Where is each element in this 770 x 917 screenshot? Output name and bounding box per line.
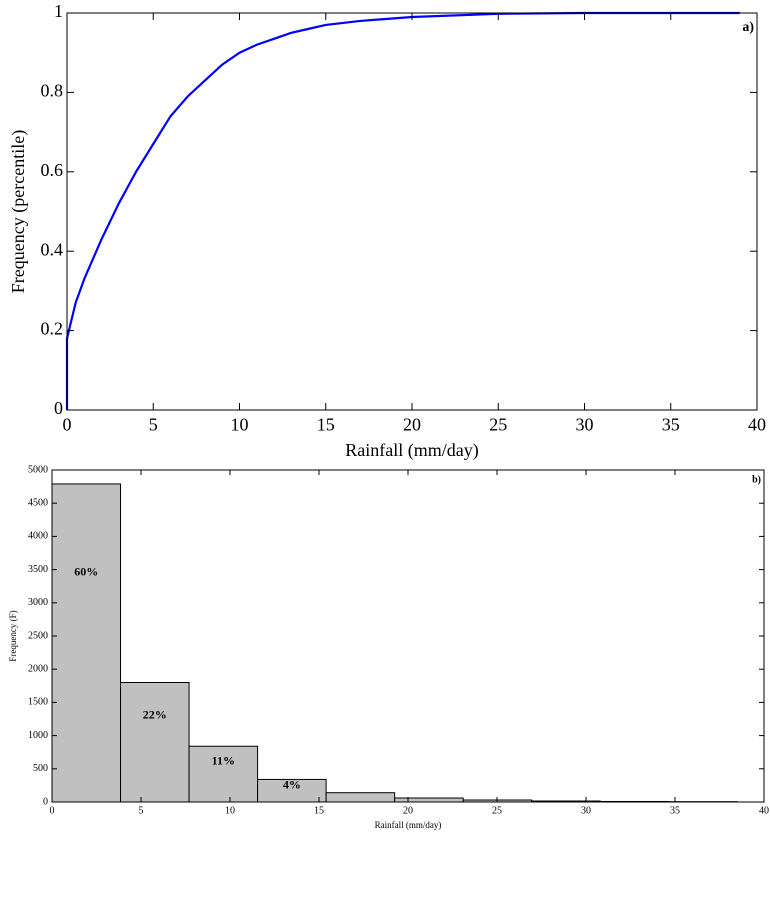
- panel-label: b): [752, 474, 761, 485]
- y-tick-label: 0.4: [41, 239, 64, 259]
- bar: [51, 483, 122, 803]
- panel-label: a): [742, 20, 754, 35]
- y-tick-label: 4500: [28, 497, 48, 508]
- y-axis-label: Frequency (F): [8, 610, 18, 661]
- x-tick-label: 0: [63, 414, 72, 434]
- bar: [120, 681, 190, 803]
- bar: [325, 792, 396, 803]
- bar: [394, 797, 464, 803]
- x-tick-label: 25: [492, 805, 502, 816]
- y-axis-label: Frequency (percentile): [8, 130, 29, 293]
- y-tick-label: 4000: [28, 531, 48, 542]
- x-tick-label: 30: [581, 805, 591, 816]
- x-tick-label: 15: [314, 805, 324, 816]
- x-tick-label: 15: [317, 414, 335, 434]
- y-tick-label: 500: [33, 763, 48, 774]
- x-tick-label: 5: [139, 805, 144, 816]
- x-tick-label: 35: [670, 805, 680, 816]
- y-tick-label: 2500: [28, 630, 48, 641]
- y-tick-label: 1000: [28, 730, 48, 741]
- bar-label: 11%: [212, 754, 235, 768]
- x-tick-label: 0: [50, 805, 55, 816]
- y-tick-label: 0: [43, 796, 48, 807]
- bar: [188, 745, 259, 803]
- x-tick-label: 5: [149, 414, 158, 434]
- x-axis-label: Rainfall (mm/day): [345, 440, 478, 461]
- bar-label: 4%: [283, 777, 301, 791]
- x-tick-label: 40: [759, 805, 769, 816]
- plot-frame: [66, 12, 758, 411]
- x-tick-label: 30: [576, 414, 594, 434]
- x-tick-label: 20: [403, 805, 413, 816]
- x-tick-label: 40: [748, 414, 766, 434]
- y-tick-label: 1: [54, 1, 63, 21]
- y-tick-label: 5000: [28, 464, 48, 475]
- x-tick-label: 25: [489, 414, 507, 434]
- x-tick-label: 10: [225, 805, 235, 816]
- y-tick-label: 0: [54, 398, 63, 418]
- y-tick-label: 2000: [28, 663, 48, 674]
- y-tick-label: 1500: [28, 697, 48, 708]
- x-tick-label: 10: [231, 414, 249, 434]
- bar-label: 22%: [143, 708, 167, 722]
- y-tick-label: 0.8: [41, 81, 64, 101]
- cdf-line: [65, 11, 740, 410]
- y-tick-label: 0.6: [41, 160, 64, 180]
- x-tick-label: 35: [662, 414, 680, 434]
- y-tick-label: 0.2: [41, 319, 64, 339]
- x-tick-label: 20: [403, 414, 421, 434]
- bar-label: 60%: [74, 565, 98, 579]
- y-tick-label: 3000: [28, 597, 48, 608]
- y-tick-label: 3500: [28, 564, 48, 575]
- x-axis-label: Rainfall (mm/day): [375, 820, 442, 830]
